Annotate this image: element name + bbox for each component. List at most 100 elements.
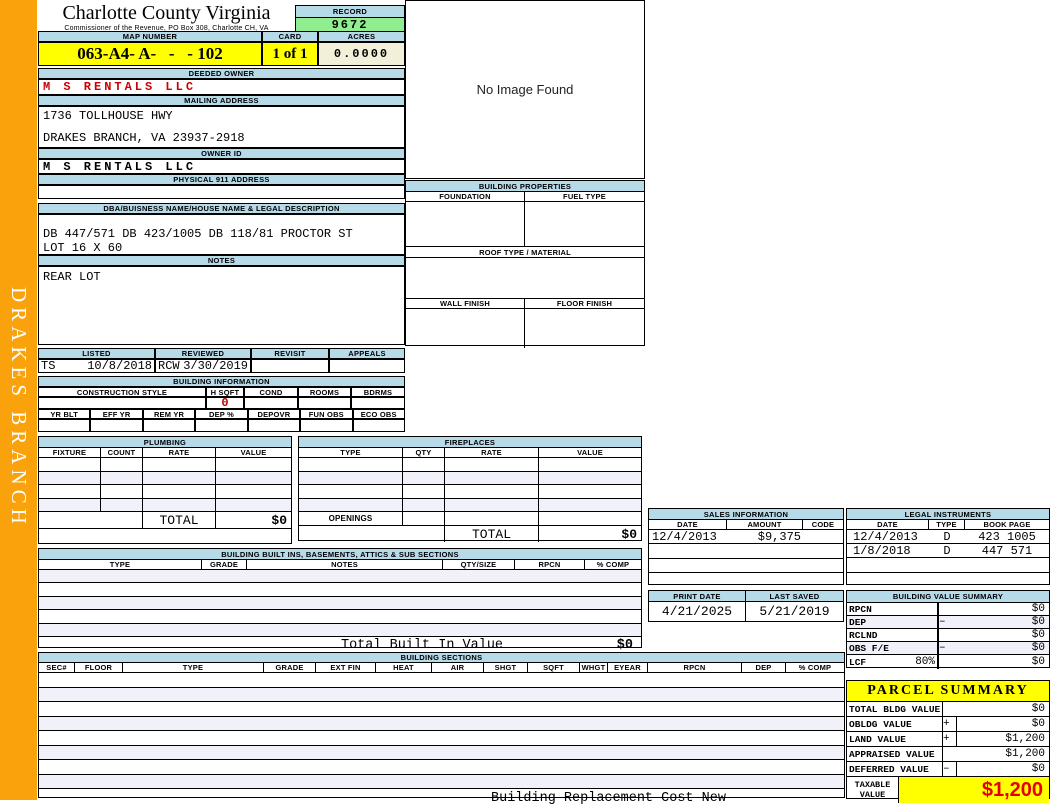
building-properties-title: BUILDING PROPERTIES: [406, 181, 644, 192]
fireplaces-col-headers: TYPE QTY RATE VALUE: [299, 448, 641, 458]
floor-label: FLOOR: [75, 663, 123, 672]
photo-panel: No Image Found: [405, 0, 645, 179]
wall-finish-value: [406, 309, 525, 348]
parcel-summary-title: PARCEL SUMMARY: [847, 681, 1049, 702]
owner-id-label: OWNER ID: [38, 148, 405, 159]
total-bldg-value: $0: [1031, 703, 1045, 715]
table-row: [39, 610, 641, 624]
date-label: DATE: [649, 520, 727, 529]
reviewed-by: RCW: [158, 359, 180, 373]
notes-label: NOTES: [38, 255, 405, 266]
sales-title: SALES INFORMATION: [649, 509, 843, 520]
dep-pct-label: DEP %: [195, 409, 248, 419]
book-page-label: BOOK PAGE: [965, 520, 1049, 529]
built-ins-total-value: $0: [616, 638, 633, 653]
deferred-value: $0: [1031, 763, 1045, 775]
land-value-label: LAND VALUE: [847, 732, 943, 746]
effyr-label: EFF YR: [90, 409, 143, 419]
county-subtitle: Commissioner of the Revenue, PO Box 308,…: [64, 25, 269, 32]
record-label: RECORD: [296, 6, 404, 18]
parcel-row: OBLDG VALUE + $0: [847, 717, 1049, 732]
owner-id-value: M S RENTALS LLC: [38, 159, 405, 174]
obs-fe-value: $0: [1031, 642, 1045, 654]
taxable-value-label: TAXABLE VALUE: [847, 777, 899, 803]
parcel-row: DEFERRED VALUE – $0: [847, 762, 1049, 777]
table-row: [39, 458, 291, 472]
replacement-cost-label: Building Replacement Cost New: [491, 790, 726, 806]
deferred-value-label: DEFERRED VALUE: [847, 762, 943, 776]
ext-fin-label: EXT FIN: [316, 663, 376, 672]
sales-col-headers: DATE AMOUNT CODE: [649, 520, 843, 530]
sale-amount: $9,375: [757, 529, 801, 544]
fuel-type-label: FUEL TYPE: [525, 192, 644, 201]
table-row: [649, 559, 843, 574]
op-cell: +: [943, 717, 957, 731]
map-value-row: 063-A4- A- - - 102 1 of 1 0.0000: [38, 42, 405, 66]
pct-comp-label: % COMP: [585, 560, 641, 569]
rpcn-label: RPCN: [515, 560, 585, 569]
wall-finish-label: WALL FINISH: [406, 299, 525, 308]
reviewed-date: 3/30/2019: [183, 359, 248, 373]
parcel-row: APPRAISED VALUE $1,200: [847, 747, 1049, 762]
rate-label: RATE: [445, 448, 539, 457]
lcf-value: $0: [1031, 656, 1045, 668]
roof-label: ROOF TYPE / MATERIAL: [406, 247, 644, 258]
taxable-value-row: TAXABLE VALUE $1,200: [847, 777, 1049, 803]
sqft-label: SQFT: [528, 663, 580, 672]
record-badge: RECORD 9672: [295, 5, 405, 32]
qty-label: QTY: [403, 448, 445, 457]
construction-style-value: [38, 397, 206, 409]
empty-cell: [299, 526, 445, 542]
building-info-row2-values: [38, 419, 405, 432]
op-cell: –: [939, 642, 946, 654]
notes-label: NOTES: [247, 560, 443, 569]
depovr-label: DEPOVR: [247, 409, 301, 419]
rooms-value: [298, 397, 351, 409]
sale-code: [803, 530, 843, 543]
plumbing-total-value: $0: [271, 512, 287, 528]
building-properties-panel: BUILDING PROPERTIES FOUNDATION FUEL TYPE…: [405, 180, 645, 348]
amount-label: AMOUNT: [727, 520, 803, 529]
table-row: [39, 774, 844, 789]
plumbing-total-label: TOTAL: [143, 512, 216, 528]
fireplaces-total-row: TOTAL $0: [299, 526, 641, 542]
foundation-fuel-headers: FOUNDATION FUEL TYPE: [406, 192, 644, 202]
taxable-label-line2: VALUE: [859, 790, 886, 800]
no-image-text: No Image Found: [476, 82, 574, 97]
dep-label: DEP: [742, 663, 786, 672]
mailing-address-box: 1736 TOLLHOUSE HWY DRAKES BRANCH, VA 239…: [38, 106, 405, 148]
fireplaces-total-value: $0: [621, 526, 637, 542]
acres-label: ACRES: [318, 31, 405, 42]
district-sidebar: DRAKES BRANCH: [0, 0, 37, 800]
instrument-date: 1/8/2018: [853, 543, 911, 558]
plumbing-title: PLUMBING: [39, 437, 291, 448]
cond-label: COND: [244, 387, 298, 397]
obldg-value: $0: [1031, 718, 1045, 730]
wall-floor-values: [406, 309, 644, 348]
empty-cell: [39, 512, 143, 528]
grade-label: GRADE: [264, 663, 316, 672]
grade-label: GRADE: [202, 560, 247, 569]
dates-values: 4/21/2025 5/21/2019: [649, 602, 843, 621]
dates-panel: PRINT DATE LAST SAVED 4/21/2025 5/21/201…: [648, 590, 844, 622]
bdrms-label: BDRMS: [351, 387, 405, 397]
revisit-value: [251, 359, 329, 373]
parcel-row: LAND VALUE + $1,200: [847, 732, 1049, 747]
air-label: AIR: [432, 663, 484, 672]
map-header-row: MAP NUMBER CARD ACRES: [38, 31, 405, 42]
summary-row: DEP – $0: [847, 616, 1049, 629]
empty-cell: [38, 419, 91, 432]
remyr-label: REM YR: [142, 409, 196, 419]
empty-cell: [90, 419, 143, 432]
mailing-line2: DRAKES BRANCH, VA 23937-2918: [43, 131, 245, 145]
review-header-row: LISTED REVIEWED REVISIT APPEALS: [38, 348, 405, 359]
cond-value: [244, 397, 298, 409]
building-sections-table: BUILDING SECTIONS SEC# FLOOR TYPE GRADE …: [38, 652, 845, 806]
county-title: Charlotte County Virginia: [62, 2, 271, 24]
dba-label: DBA/BUISNESS NAME/HOUSE NAME & LEGAL DES…: [38, 203, 405, 214]
empty-row: [39, 529, 291, 545]
construction-style-label: CONSTRUCTION STYLE: [38, 387, 206, 397]
wall-floor-headers: WALL FINISH FLOOR FINISH: [406, 299, 644, 309]
table-row: [39, 687, 844, 702]
table-row: [39, 624, 641, 637]
